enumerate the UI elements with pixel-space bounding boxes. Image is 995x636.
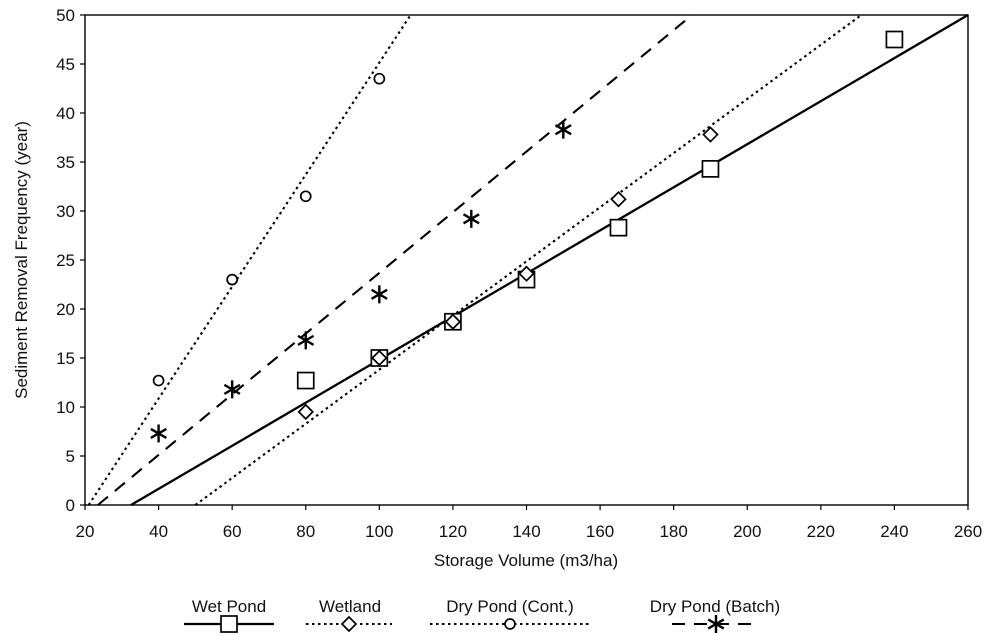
wetland-point [297, 403, 314, 421]
legend-label: Dry Pond (Cont.) [446, 597, 574, 616]
y-tick-label: 50 [56, 6, 75, 25]
y-tick-labels: 0 5 10 15 20 25 30 35 40 45 50 [56, 6, 75, 515]
wetland-point [444, 313, 462, 330]
wet-pond-point [609, 218, 628, 237]
legend-label: Wetland [319, 597, 381, 616]
legend-label: Wet Pond [192, 597, 266, 616]
y-tick-label: 5 [66, 447, 75, 466]
x-tick-label: 100 [365, 522, 393, 541]
legend-marker [220, 615, 238, 633]
legend: Wet Pond Wetland Dry Pond (Cont.) Dry Pond … [184, 597, 780, 633]
dry-pond-cont-point [152, 374, 165, 387]
axis-ticks [80, 14, 969, 510]
wet-pond-point [296, 371, 315, 390]
legend-label: Dry Pond (Batch) [650, 597, 780, 616]
x-tick-label: 260 [954, 522, 982, 541]
wet-pond-trendline [130, 14, 969, 506]
x-tick-labels: 20 40 60 80 100 120 140 160 180 200 220 240 260 [76, 522, 983, 541]
y-tick-label: 10 [56, 398, 75, 417]
plot-area [84, 14, 969, 506]
dry-pond-batch-trendline [97, 14, 693, 506]
legend-item-wetland: Wetland [306, 597, 392, 633]
trendlines [87, 14, 969, 506]
dry-pond-batch-point [223, 380, 241, 399]
legend-marker [340, 615, 358, 633]
dry-pond-batch-point [150, 424, 167, 443]
markers [150, 30, 904, 443]
x-tick-label: 60 [223, 522, 242, 541]
dry-pond-batch-point [297, 331, 315, 350]
x-tick-label: 180 [659, 522, 687, 541]
x-tick-label: 120 [439, 522, 467, 541]
legend-marker [707, 615, 725, 633]
wetland-point [518, 265, 535, 282]
y-tick-label: 30 [56, 202, 75, 221]
y-tick-label: 25 [56, 251, 75, 270]
dry-pond-batch-point [554, 120, 572, 139]
x-axis-title: Storage Volume (m3/ha) [434, 551, 618, 570]
x-tick-label: 160 [586, 522, 614, 541]
dry-pond-cont-point [373, 72, 386, 85]
y-tick-label: 15 [56, 349, 75, 368]
dry-pond-cont-trendline [87, 14, 412, 506]
legend-item-dry-pond-batch: Dry Pond (Batch) [650, 597, 780, 633]
y-tick-label: 35 [56, 153, 75, 172]
x-tick-label: 240 [880, 522, 908, 541]
x-tick-label: 200 [733, 522, 761, 541]
wetland-point [702, 126, 719, 143]
wetland-point [610, 191, 627, 208]
x-tick-label: 80 [296, 522, 315, 541]
dry-pond-batch-point [462, 209, 480, 228]
x-tick-label: 20 [76, 522, 95, 541]
legend-item-dry-pond-cont: Dry Pond (Cont.) [430, 597, 590, 630]
wetland-point [371, 349, 388, 367]
x-tick-label: 40 [149, 522, 168, 541]
legend-item-wet-pond: Wet Pond [184, 597, 274, 633]
y-axis-title: Sediment Removal Frequency (year) [12, 121, 31, 399]
dry-pond-batch-point [370, 285, 388, 304]
x-tick-label: 140 [512, 522, 540, 541]
dry-pond-cont-point [226, 273, 239, 286]
wet-pond-point [885, 30, 904, 49]
dry-pond-cont-point [299, 190, 312, 203]
y-tick-label: 20 [56, 300, 75, 319]
legend-marker [504, 618, 516, 630]
y-tick-label: 45 [56, 55, 75, 74]
wet-pond-point [701, 160, 720, 178]
x-tick-label: 220 [807, 522, 835, 541]
y-tick-label: 40 [56, 104, 75, 123]
y-tick-label: 0 [66, 496, 75, 515]
